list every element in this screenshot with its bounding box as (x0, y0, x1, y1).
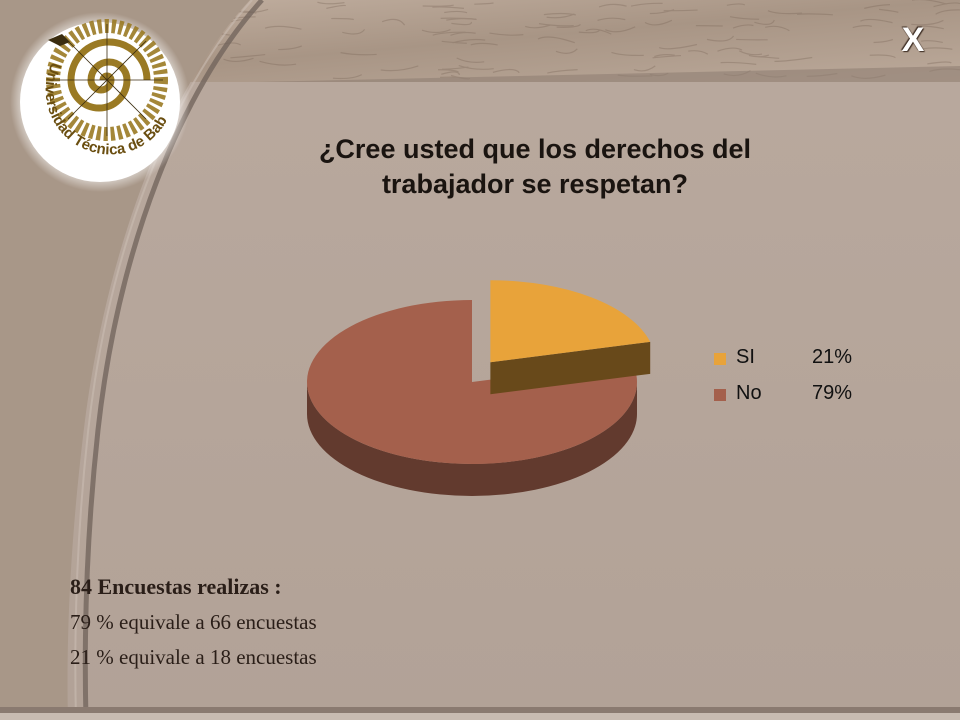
chart-title: ¿Cree usted que los derechos del trabaja… (318, 134, 752, 199)
pie-slice-si (490, 280, 651, 395)
pie-slice-side (307, 382, 637, 496)
legend-label-no: No (736, 382, 762, 404)
legend-value-no: 79% (812, 382, 853, 404)
survey-summary: 84 Encuestas realizas : 79 % equivale a … (70, 574, 317, 680)
pie-slice-top (490, 280, 651, 363)
university-logo: Universidad Técnica de Babahoyo (0, 0, 190, 192)
legend-item-si: SI 21% (712, 346, 872, 382)
chart-legend: SI 21% No 79% (712, 346, 872, 418)
summary-line-si: 21 % equivale a 18 encuestas (70, 645, 317, 669)
legend-value-si: 21% (812, 346, 853, 368)
close-button[interactable]: X (901, 21, 925, 59)
summary-heading: 84 Encuestas realizas : (70, 574, 282, 599)
summary-line-no: 79 % equivale a 66 encuestas (70, 610, 317, 634)
main-panel-edge (255, 66, 960, 82)
spiral-emblem-icon (46, 19, 168, 141)
legend-label-si: SI (736, 346, 755, 368)
pie-slice-no (307, 300, 637, 496)
legend-swatch-si (714, 353, 726, 365)
legend-item-no: No 79% (712, 382, 872, 418)
pie-chart (307, 280, 651, 496)
sweep-curve (82, 0, 264, 720)
pie-slice-top (307, 300, 637, 464)
legend-swatch-no (714, 389, 726, 401)
pie-slice-wall (490, 341, 651, 395)
